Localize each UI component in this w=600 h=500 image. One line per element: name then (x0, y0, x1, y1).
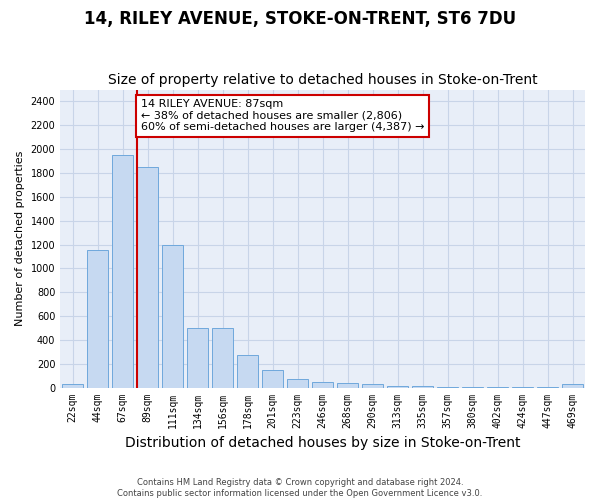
Bar (162, 244, 183, 388)
Bar (462, 387, 483, 388)
Bar (212, 328, 233, 388)
Y-axis label: Number of detached properties: Number of detached properties (15, 151, 25, 326)
Bar (62, 384, 83, 388)
Text: Contains HM Land Registry data © Crown copyright and database right 2024.
Contai: Contains HM Land Registry data © Crown c… (118, 478, 482, 498)
X-axis label: Distribution of detached houses by size in Stoke-on-Trent: Distribution of detached houses by size … (125, 436, 520, 450)
Text: 14 RILEY AVENUE: 87sqm
← 38% of detached houses are smaller (2,806)
60% of semi-: 14 RILEY AVENUE: 87sqm ← 38% of detached… (141, 99, 424, 132)
Bar (562, 384, 583, 388)
Bar (237, 356, 258, 388)
Bar (187, 328, 208, 388)
Bar (287, 379, 308, 388)
Bar (337, 383, 358, 388)
Bar (262, 370, 283, 388)
Bar (312, 382, 333, 388)
Bar (362, 384, 383, 388)
Bar (437, 386, 458, 388)
Bar (412, 386, 433, 388)
Bar (387, 386, 408, 388)
Bar (137, 167, 158, 388)
Bar (87, 250, 108, 388)
Title: Size of property relative to detached houses in Stoke-on-Trent: Size of property relative to detached ho… (108, 73, 538, 87)
Bar (112, 155, 133, 388)
Text: 14, RILEY AVENUE, STOKE-ON-TRENT, ST6 7DU: 14, RILEY AVENUE, STOKE-ON-TRENT, ST6 7D… (84, 10, 516, 28)
